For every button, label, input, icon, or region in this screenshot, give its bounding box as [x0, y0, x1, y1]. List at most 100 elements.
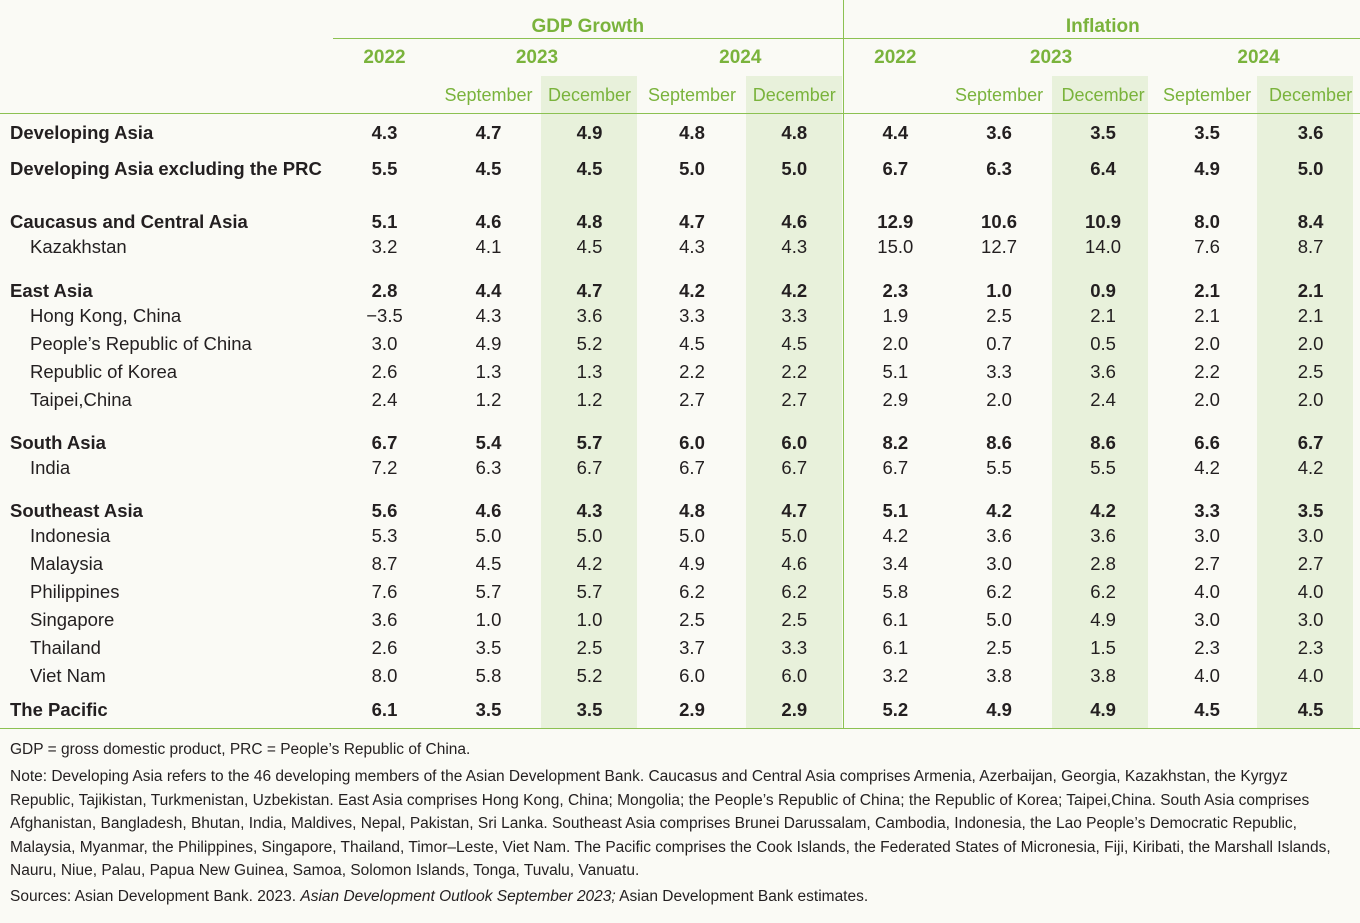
table-cell: 7.2 — [371, 457, 398, 478]
table-cell: 3.8 — [1090, 665, 1116, 686]
table-cell: 6.0 — [781, 432, 808, 453]
inflation-2023-december: December — [1061, 85, 1145, 105]
gdp-2023-december: December — [547, 85, 632, 105]
table-cell: 3.0 — [1297, 609, 1324, 630]
row-label: Republic of Korea — [30, 361, 178, 382]
table-cell: 4.5 — [475, 553, 502, 574]
table-cell: 2.5 — [986, 305, 1012, 326]
table-cell: 3.0 — [986, 553, 1012, 574]
table-cell: 4.7 — [576, 280, 603, 301]
table-cell: 2.0 — [986, 389, 1012, 410]
table-cell: 2.7 — [679, 389, 705, 410]
table-body: Developing Asia 4.3 4.7 4.9 4.8 4.8 4.4 3.6 3.5 3… — [0, 115, 1360, 729]
table-cell: 2.3 — [842, 261, 948, 302]
table-cell: 4.9 — [1090, 698, 1116, 720]
table-cell: 4.2 — [781, 280, 808, 301]
row-label: Indonesia — [30, 525, 111, 546]
abbreviations-note: GDP = gross domestic product, PRC = Peop… — [10, 741, 471, 758]
table-cell: 4.0 — [1194, 665, 1220, 686]
table-cell: 2.9 — [781, 698, 808, 720]
table-cell: 5.0 — [781, 158, 808, 179]
table-cell: 6.2 — [986, 581, 1012, 602]
table-cell: 4.3 — [576, 500, 603, 521]
group-header-row: GDP Growth Inflation — [0, 0, 1360, 39]
table-cell: 5.1 — [842, 358, 948, 386]
gdp-2024-september: September — [647, 85, 737, 105]
table-cell: 4.7 — [781, 500, 808, 521]
table-row: Singapore 3.6 1.0 1.0 2.5 2.5 6.1 5.0 4.9 3.0 3.0 — [0, 606, 1360, 634]
table-cell: 2.5 — [986, 637, 1012, 658]
highlight-inflation-2023-december — [1052, 76, 1148, 728]
table-cell: 4.5 — [1194, 698, 1220, 720]
row-label: Kazakhstan — [30, 236, 127, 257]
table-cell: 2.5 — [1297, 361, 1324, 382]
table-cell: 5.0 — [1297, 158, 1324, 179]
table-cell: 12.7 — [981, 236, 1018, 257]
row-label: Developing Asia — [10, 122, 154, 143]
table-cell: 2.7 — [1194, 553, 1220, 574]
row-label: South Asia — [10, 432, 106, 453]
table-row: Developing Asia 4.3 4.7 4.9 4.8 4.8 4.4 3.6 3.5 3… — [0, 115, 1360, 151]
table-cell: 6.7 — [371, 432, 398, 453]
table-cell: 1.2 — [475, 389, 502, 410]
table-cell: 5.0 — [781, 525, 808, 546]
table-row: Republic of Korea 2.6 1.3 1.3 2.2 2.2 5.1 3.3 3.… — [0, 358, 1360, 386]
table-cell: 5.1 — [842, 482, 948, 522]
table-row: Indonesia 5.3 5.0 5.0 5.0 5.0 4.2 3.6 3.6 3.0 3.0 — [0, 522, 1360, 550]
table-cell: 4.9 — [576, 122, 603, 143]
table-cell: 2.0 — [1297, 389, 1324, 410]
table-cell: 4.5 — [679, 333, 705, 354]
table-cell: 3.3 — [781, 305, 808, 326]
row-label: Southeast Asia — [10, 500, 143, 521]
row-label: Thailand — [30, 637, 101, 658]
table-cell: 8.0 — [1194, 211, 1220, 232]
table-cell: 3.3 — [679, 305, 705, 326]
table-cell: 8.7 — [1297, 236, 1324, 257]
table-cell: 3.8 — [986, 665, 1012, 686]
table-row: Caucasus and Central Asia 5.1 4.6 4.8 4.7 4.6… — [0, 187, 1360, 233]
table-cell: 3.6 — [986, 122, 1012, 143]
inflation-2024-september: September — [1163, 85, 1252, 105]
table-cell: 3.3 — [781, 637, 808, 658]
table-cell: 2.7 — [1297, 553, 1324, 574]
row-label: People’s Republic of China — [30, 333, 252, 354]
gdp-2023-september: September — [444, 85, 533, 105]
table-cell: 3.2 — [842, 662, 948, 690]
table-cell: 4.3 — [679, 236, 705, 257]
table-cell: 4.7 — [475, 122, 502, 143]
table-cell: 3.5 — [475, 637, 502, 658]
table-cell: 2.4 — [371, 389, 398, 410]
year-header-row: 2022 2023 2024 2022 2023 2024 — [0, 38, 1360, 76]
highlight-gdp-2024-december — [746, 76, 842, 728]
table-cell: 4.5 — [576, 236, 603, 257]
table-cell: 5.5 — [986, 457, 1012, 478]
table-cell: 4.0 — [1297, 665, 1324, 686]
table-cell: 1.9 — [842, 302, 948, 330]
header-rule — [0, 113, 1360, 114]
table-row: Kazakhstan 3.2 4.1 4.5 4.3 4.3 15.0 12.7 14.0 7.6… — [0, 233, 1360, 261]
inflation-year-2022: 2022 — [842, 38, 948, 76]
table-cell: 4.4 — [475, 280, 502, 301]
table-row: Philippines 7.6 5.7 5.7 6.2 6.2 5.8 6.2 6.2 4.0 4.… — [0, 578, 1360, 606]
table-cell: 4.3 — [781, 236, 808, 257]
table-cell: 2.0 — [1297, 333, 1324, 354]
table-cell: 2.0 — [842, 330, 948, 358]
table-cell: 2.5 — [576, 637, 603, 658]
table-cell: 6.0 — [679, 432, 705, 453]
sources-note: Sources: Asian Development Bank. 2023. A… — [10, 885, 1350, 908]
table-cell: 4.9 — [679, 553, 705, 574]
table-cell: 4.6 — [475, 211, 502, 232]
table-cell: 4.4 — [842, 115, 948, 151]
table-cell: 5.5 — [1090, 457, 1116, 478]
row-label: Viet Nam — [30, 665, 106, 686]
table-cell: 4.6 — [781, 211, 808, 232]
table-cell: 3.5 — [1297, 500, 1324, 521]
highlight-gdp-2023-december — [541, 76, 637, 728]
table-cell: 5.5 — [371, 158, 398, 179]
table-row: Taipei,China 2.4 1.2 1.2 2.7 2.7 2.9 2.0 2.4 2.0 2… — [0, 386, 1360, 414]
table-row: Thailand 2.6 3.5 2.5 3.7 3.3 6.1 2.5 1.5 2.3 2.3 — [0, 634, 1360, 662]
table-cell: 0.9 — [1090, 280, 1116, 301]
table-cell: 2.2 — [679, 361, 705, 382]
table-cell: 6.3 — [986, 158, 1012, 179]
table-cell: 5.1 — [371, 211, 398, 232]
